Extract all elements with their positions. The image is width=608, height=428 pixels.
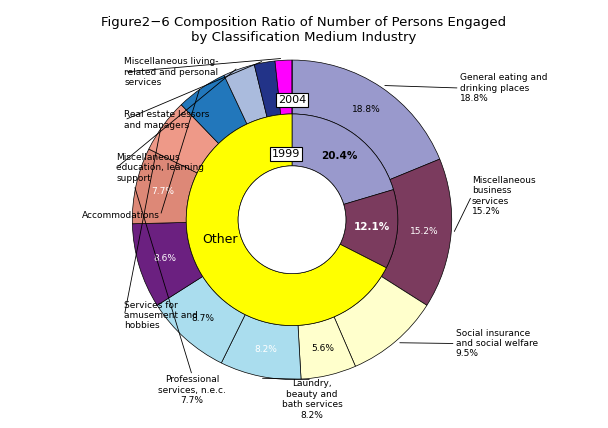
Text: 7.7%: 7.7% (151, 187, 174, 196)
Wedge shape (181, 75, 247, 143)
Wedge shape (186, 114, 386, 326)
Text: 8.2%: 8.2% (254, 345, 277, 354)
Wedge shape (298, 317, 356, 379)
Wedge shape (133, 149, 197, 224)
Circle shape (238, 166, 346, 273)
Text: Real estate lessors
and managers: Real estate lessors and managers (125, 110, 210, 130)
Text: Social insurance
and social welfare
9.5%: Social insurance and social welfare 9.5% (456, 329, 538, 358)
Text: Services for
amusement and
hobbies: Services for amusement and hobbies (125, 301, 198, 330)
Text: 8.7%: 8.7% (192, 314, 215, 323)
Wedge shape (254, 61, 281, 117)
Text: 18.8%: 18.8% (351, 105, 381, 114)
Text: Figure2−6 Composition Ratio of Number of Persons Engaged
by Classification Mediu: Figure2−6 Composition Ratio of Number of… (102, 16, 506, 44)
Text: Accommodations: Accommodations (83, 211, 161, 220)
Text: 5.6%: 5.6% (311, 345, 334, 354)
Text: 1999: 1999 (272, 149, 300, 159)
Wedge shape (381, 159, 452, 305)
Text: Professional
services, n.e.c.
7.7%: Professional services, n.e.c. 7.7% (158, 375, 226, 405)
Text: 8.6%: 8.6% (154, 254, 176, 263)
Text: Miscellaneous living-
related and personal
services: Miscellaneous living- related and person… (125, 57, 219, 87)
Text: Laundry,
beauty and
bath services
8.2%: Laundry, beauty and bath services 8.2% (282, 380, 342, 419)
Text: Other: Other (202, 233, 238, 246)
Wedge shape (157, 276, 245, 363)
Wedge shape (133, 223, 202, 305)
Text: General eating and
drinking places
18.8%: General eating and drinking places 18.8% (460, 73, 547, 103)
Wedge shape (224, 65, 267, 124)
Wedge shape (221, 315, 301, 380)
Wedge shape (275, 60, 292, 115)
Wedge shape (149, 105, 219, 173)
Text: Miscellaneous
education, learning
support: Miscellaneous education, learning suppor… (116, 153, 204, 183)
Wedge shape (334, 276, 427, 366)
Text: 12.1%: 12.1% (353, 222, 390, 232)
Text: 15.2%: 15.2% (410, 227, 438, 236)
Text: 20.4%: 20.4% (322, 151, 358, 161)
Wedge shape (292, 114, 393, 205)
Text: 2004: 2004 (278, 95, 306, 105)
Text: Miscellaneous
business
services
15.2%: Miscellaneous business services 15.2% (472, 176, 535, 216)
Wedge shape (340, 190, 398, 268)
Wedge shape (292, 60, 440, 180)
